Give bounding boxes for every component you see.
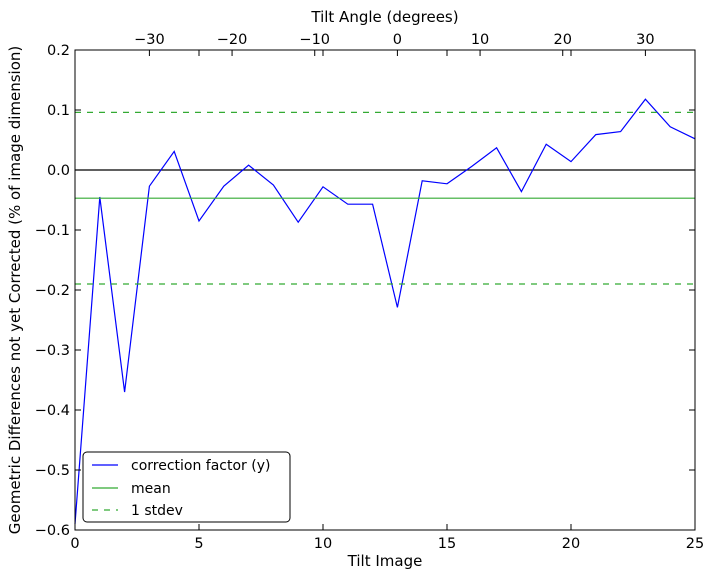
x2-tick-label: −10: [299, 32, 330, 48]
x2-axis-title: Tilt Angle (degrees): [310, 8, 458, 26]
y-tick-label: 0.1: [47, 103, 70, 119]
series-line-0: [74, 98, 696, 525]
legend-box: [82, 451, 291, 523]
x2-tick-label: −20: [217, 32, 248, 48]
x-tick-label: 20: [562, 536, 580, 552]
y-tick-label: −0.1: [35, 223, 70, 239]
y-tick-label: 0.0: [47, 163, 70, 179]
legend-label-stdev: 1 stdev: [131, 503, 183, 519]
x-tick-label: 10: [314, 536, 332, 552]
legend: correction factor (y) mean 1 stdev: [82, 451, 291, 523]
x-tick-label: 0: [70, 536, 79, 552]
y-tick-label: −0.5: [35, 463, 70, 479]
x2-tick-label: 20: [554, 32, 572, 48]
x2-tick-label: 10: [471, 32, 489, 48]
plot-background: [75, 50, 695, 530]
y-tick-label: −0.6: [35, 523, 70, 539]
x-tick-label: 15: [438, 536, 456, 552]
x-tick-label: 5: [194, 536, 203, 552]
ticks-layer: 0 5 10 15 20 25 −30 −20 −10 0 10 20 30 −0.6 −0.5 −0.4 −0…: [35, 32, 704, 552]
x2-tick-label: −30: [134, 32, 165, 48]
series-layer: [74, 98, 696, 525]
x2-tick-label: 30: [636, 32, 654, 48]
legend-label-mean: mean: [131, 481, 171, 497]
x2-tick-label: 0: [393, 32, 402, 48]
legend-label-correction-factor: correction factor (y): [131, 458, 270, 474]
x-tick-label: 25: [686, 536, 704, 552]
y-tick-label: 0.2: [47, 43, 70, 59]
plot-frame: [74, 49, 696, 531]
y-tick-label: −0.3: [35, 343, 70, 359]
y-tick-label: −0.2: [35, 283, 70, 299]
y-tick-label: −0.4: [35, 403, 70, 419]
x-axis-title: Tilt Image: [347, 552, 423, 570]
y-axis-title: Geometric Differences not yet Corrected …: [6, 46, 24, 535]
